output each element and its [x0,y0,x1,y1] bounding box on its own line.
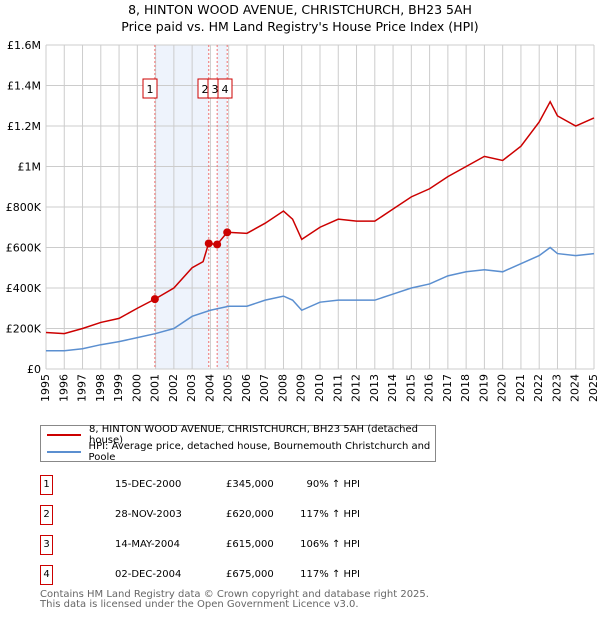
transaction-number: 1 [40,475,53,495]
hpi-line [46,246,595,352]
y-tick-label: £1.6M [7,39,41,52]
transaction-date: 02-DEC-2004 [115,569,182,580]
y-tick-label: £1M [18,161,42,174]
x-tick-label: 2021 [514,374,527,402]
sale-point [150,295,159,304]
footer-line-2: This data is licensed under the Open Gov… [40,599,359,610]
transaction-row: 3 14-MAY-2004 £615,000 106% ↑ HPI [40,535,460,555]
x-tick-label: 2009 [295,374,308,402]
legend-swatch-hpi [47,451,81,453]
legend-item-hpi: HPI: Average price, detached house, Bour… [47,441,435,463]
x-tick-label: 2025 [587,374,600,402]
x-tick-label: 2024 [569,374,582,402]
transaction-price: £345,000 [226,479,274,490]
chart-title: 8, HINTON WOOD AVENUE, CHRISTCHURCH, BH2… [128,2,472,17]
property-line [45,100,595,335]
x-tick-label: 1996 [57,374,70,402]
x-tick-label: 1995 [39,374,52,402]
sale-point [223,228,232,237]
x-tick-label: 1998 [94,374,107,402]
transaction-date: 15-DEC-2000 [115,479,182,490]
x-tick-label: 2012 [350,374,363,402]
transaction-date: 14-MAY-2004 [115,539,181,550]
transaction-hpi: 90% ↑ HPI [306,479,360,490]
x-tick-label: 2006 [240,374,253,402]
sale-label: 2 [202,83,209,96]
footer-line-1: Contains HM Land Registry data © Crown c… [40,589,429,600]
x-tick-label: 2022 [532,374,545,402]
x-tick-label: 2020 [496,374,509,402]
y-tick-label: £400K [6,282,42,295]
sale-point [204,239,213,248]
sale-label: 1 [147,83,154,96]
x-tick-label: 2013 [368,374,381,402]
chart-subtitle: Price paid vs. HM Land Registry's House … [121,19,479,34]
x-tick-label: 2000 [130,374,143,402]
transaction-hpi: 117% ↑ HPI [300,569,360,580]
sale-point [213,240,222,249]
legend-label-hpi: HPI: Average price, detached house, Bour… [88,441,431,463]
sale-label: 4 [222,83,229,96]
x-tick-label: 2011 [331,374,344,402]
footer: Contains HM Land Registry data © Crown c… [40,590,429,610]
x-tick-label: 2019 [477,374,490,402]
x-tick-label: 2001 [149,374,162,402]
y-tick-label: £800K [6,201,42,214]
x-tick-label: 2008 [276,374,289,402]
y-tick-label: £0 [27,363,41,376]
sale-label: 3 [212,83,219,96]
x-tick-label: 2007 [258,374,271,402]
x-tick-label: 2023 [550,374,563,402]
x-tick-label: 2002 [167,374,180,402]
y-tick-label: £600K [6,242,42,255]
transaction-number: 4 [40,565,53,585]
transaction-row: 1 15-DEC-2000 £345,000 90% ↑ HPI [40,475,460,495]
x-tick-label: 2010 [313,374,326,402]
transaction-row: 2 28-NOV-2003 £620,000 117% ↑ HPI [40,505,460,525]
legend: 8, HINTON WOOD AVENUE, CHRISTCHURCH, BH2… [40,424,436,463]
x-tick-label: 2004 [203,374,216,402]
x-tick-label: 2015 [404,374,417,402]
price-chart: 1995 1996 1997 1998 1999 2000 2001 2002 2003 2004… [6,39,600,402]
transaction-row: 4 02-DEC-2004 £675,000 117% ↑ HPI [40,565,460,585]
y-tick-label: £200K [6,323,42,336]
sale-label-box [217,78,233,99]
y-tick-label: £1.2M [7,120,41,133]
y-tick-label: £1.4M [7,80,41,93]
transaction-date: 28-NOV-2003 [115,509,182,520]
legend-label-property: 8, HINTON WOOD AVENUE, CHRISTCHURCH, BH2… [89,424,419,446]
transaction-price: £615,000 [226,539,274,550]
legend-swatch-property [47,434,81,436]
x-tick-label: 2018 [459,374,472,402]
transaction-hpi: 117% ↑ HPI [300,509,360,520]
x-tick-label: 2014 [386,374,399,402]
transaction-hpi: 106% ↑ HPI [300,539,360,550]
transaction-price: £675,000 [226,569,274,580]
legend-item-property: 8, HINTON WOOD AVENUE, CHRISTCHURCH, BH2… [47,424,435,446]
x-tick-label: 2003 [185,374,198,402]
x-tick-label: 2005 [222,374,235,402]
sale-label-box [142,78,158,99]
x-tick-label: 2016 [423,374,436,402]
x-tick-label: 1999 [112,374,125,402]
x-tick-label: 2017 [441,374,454,402]
transaction-price: £620,000 [226,509,274,520]
x-tick-label: 1997 [76,374,89,402]
transaction-number: 2 [40,505,53,525]
transaction-number: 3 [40,535,53,555]
